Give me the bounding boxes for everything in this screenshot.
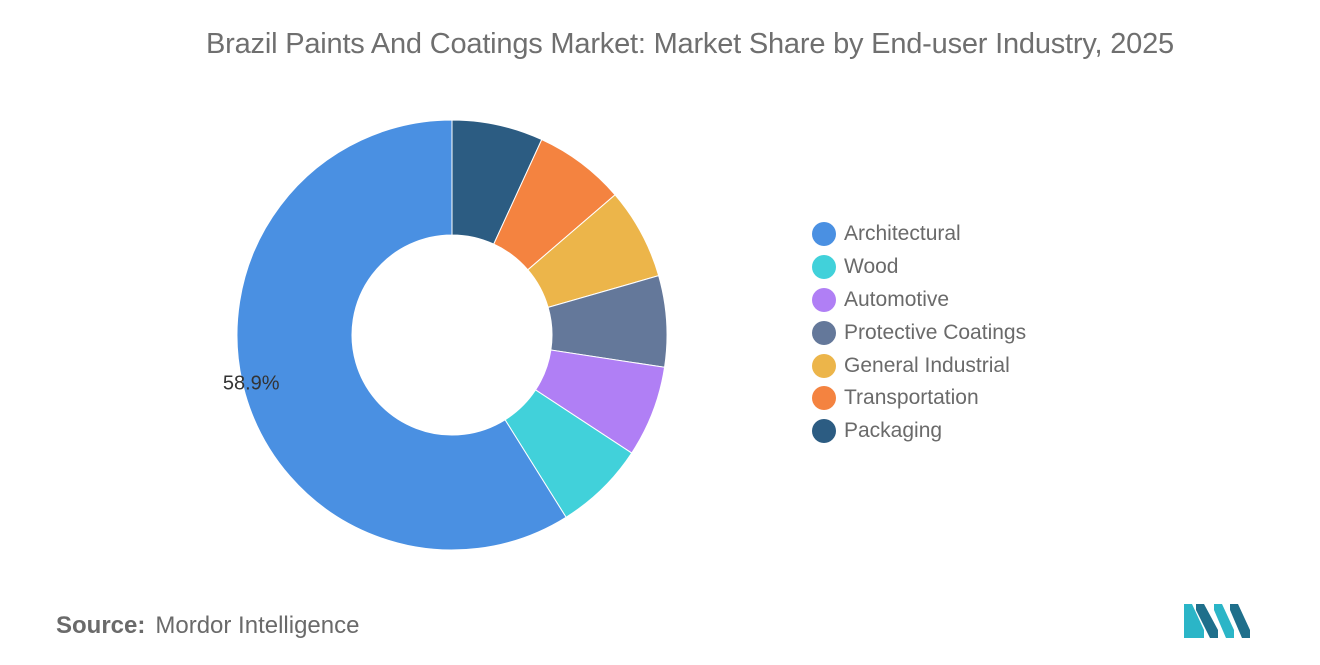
legend-label: Packaging <box>844 419 943 443</box>
legend-item-transportation: Transportation <box>812 382 1026 415</box>
legend-swatch <box>812 222 836 247</box>
legend-swatch <box>812 255 836 280</box>
source-value: Mordor Intelligence <box>155 612 360 639</box>
legend-swatch <box>812 320 836 345</box>
legend-item-packaging: Packaging <box>812 415 1026 448</box>
legend-swatch <box>812 287 836 312</box>
legend-item-general-industrial: General Industrial <box>812 349 1026 382</box>
source-label: Source: <box>56 612 146 639</box>
chart-legend: Architectural Wood Automotive Protective Co… <box>812 218 1026 448</box>
chart-title: Brazil Paints And Coatings Market: Marke… <box>206 28 1174 60</box>
legend-label: Architectural <box>844 222 961 246</box>
legend-label: Wood <box>844 255 899 279</box>
legend-label: General Industrial <box>844 353 1010 377</box>
legend-item-automotive: Automotive <box>812 284 1026 317</box>
slice-label-architectural: 58.9% <box>223 373 280 395</box>
legend-item-protective-coatings: Protective Coatings <box>812 316 1026 349</box>
legend-item-architectural: Architectural <box>812 218 1026 251</box>
legend-swatch <box>812 419 836 444</box>
legend-label: Protective Coatings <box>844 320 1027 344</box>
legend-label: Transportation <box>844 386 979 410</box>
legend-label: Automotive <box>844 287 950 311</box>
source-note: Source: Mordor Intelligence <box>56 612 359 640</box>
legend-swatch <box>812 353 836 378</box>
mordor-intelligence-logo-icon <box>1184 604 1250 638</box>
legend-swatch <box>812 386 836 411</box>
legend-item-wood: Wood <box>812 251 1026 284</box>
slice-architectural <box>236 119 567 551</box>
